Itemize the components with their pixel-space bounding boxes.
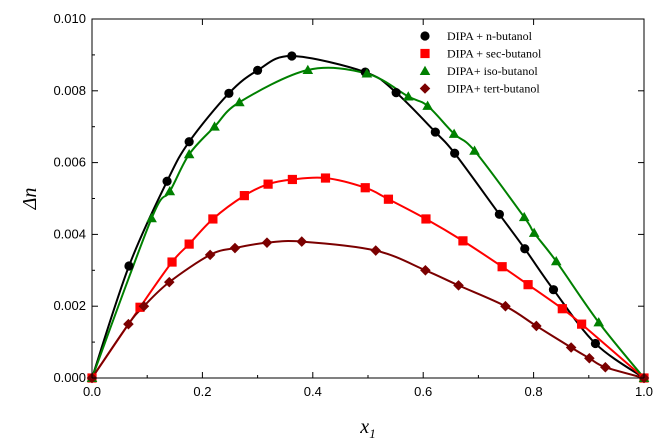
data-point-diamond — [296, 236, 308, 247]
data-point-diamond — [123, 318, 134, 330]
data-point-square — [167, 257, 177, 267]
data-point-triangle — [518, 211, 530, 222]
data-point-triangle — [593, 317, 605, 327]
data-point-circle — [124, 261, 134, 271]
x-axis-title: x1 — [359, 416, 375, 441]
data-point-square — [557, 304, 567, 314]
data-point-triangle — [448, 128, 460, 138]
y-tick-label: 0.002 — [53, 298, 86, 313]
legend-marker-circle — [420, 31, 430, 41]
y-axis-title: Δn — [19, 188, 41, 211]
data-point-square — [263, 179, 273, 189]
data-point-triangle — [361, 68, 373, 78]
legend-label: DIPA + sec-butanol — [447, 47, 542, 61]
legend-label: DIPA+ tert-butanol — [447, 82, 540, 96]
data-point-diamond — [138, 300, 150, 312]
data-point-square — [383, 194, 394, 204]
data-point-circle — [520, 244, 530, 254]
series-diamond-markers — [86, 236, 650, 384]
data-point-diamond — [584, 352, 595, 364]
data-point-circle — [494, 209, 504, 219]
series-circle-markers — [87, 51, 649, 383]
y-tick-label: 0.004 — [53, 226, 86, 241]
legend-marker-diamond — [419, 83, 431, 94]
legend-marker-square — [420, 48, 430, 59]
data-point-triangle — [183, 149, 195, 159]
legend-item: DIPA+ iso-butanol — [419, 64, 538, 78]
legend-label: DIPA+ iso-butanol — [447, 64, 538, 78]
data-point-circle — [430, 127, 440, 137]
data-point-circle — [253, 65, 263, 75]
y-tick-label: 0.006 — [53, 155, 86, 170]
data-point-square — [458, 236, 468, 246]
data-point-diamond — [204, 249, 216, 261]
data-point-square — [360, 183, 370, 193]
data-point-square — [497, 262, 507, 272]
plot-frame — [91, 18, 645, 379]
data-point-triangle — [403, 91, 414, 101]
legend-item: DIPA + sec-butanol — [420, 47, 542, 61]
data-point-diamond — [531, 320, 542, 332]
data-point-diamond — [500, 300, 511, 312]
data-point-square — [577, 319, 587, 329]
data-point-triangle — [469, 145, 480, 155]
data-point-circle — [162, 176, 172, 186]
plot-area — [91, 18, 645, 379]
data-point-diamond — [453, 280, 464, 291]
x-tick-label: 1.0 — [635, 384, 653, 399]
legend-item: DIPA + n-butanol — [420, 29, 533, 43]
x-tick-label: 0.2 — [193, 384, 211, 399]
data-point-circle — [548, 285, 559, 295]
data-point-diamond — [163, 276, 175, 288]
legend: DIPA + n-butanol DIPA + sec-butanol DIPA+ … — [419, 29, 542, 96]
data-point-triangle — [146, 212, 157, 223]
data-point-diamond — [420, 265, 431, 276]
data-point-triangle — [528, 227, 540, 237]
y-tick-label: 0.000 — [53, 370, 86, 385]
data-point-triangle — [164, 186, 176, 196]
data-point-diamond — [261, 237, 273, 248]
legend-label: DIPA + n-butanol — [447, 29, 533, 43]
data-point-diamond — [600, 361, 611, 373]
data-point-triangle — [302, 64, 314, 74]
x-tick-label: 0.0 — [83, 384, 101, 399]
data-point-square — [239, 191, 249, 201]
data-point-square — [320, 173, 331, 183]
x-tick-label: 0.6 — [414, 384, 432, 399]
y-tick-label: 0.008 — [53, 83, 86, 98]
data-point-triangle — [422, 100, 433, 110]
data-point-circle — [391, 87, 401, 98]
data-point-circle — [590, 338, 601, 349]
data-point-circle — [287, 51, 297, 61]
legend-item: DIPA+ tert-butanol — [419, 82, 540, 96]
legend-marker-triangle — [419, 65, 431, 75]
data-point-circle — [224, 88, 234, 98]
data-point-square — [208, 214, 218, 224]
data-point-square — [523, 280, 533, 290]
x-tick-label: 0.4 — [304, 384, 322, 399]
data-point-diamond — [229, 242, 241, 254]
y-tick-label: 0.010 — [53, 11, 86, 26]
data-point-square — [184, 239, 194, 249]
data-point-circle — [184, 137, 194, 147]
data-point-triangle — [234, 96, 245, 107]
x-tick-label: 0.8 — [525, 384, 543, 399]
data-point-diamond — [565, 342, 577, 353]
data-point-triangle — [209, 121, 220, 131]
data-point-square — [287, 174, 297, 185]
data-point-circle — [450, 148, 460, 158]
data-point-triangle — [550, 256, 562, 266]
data-point-diamond — [370, 245, 382, 256]
data-point-square — [421, 214, 431, 224]
axes: 0.0 0.2 0.4 0.6 0.8 1.0 0.000 0.002 0.004 0.006 0.… — [53, 11, 653, 399]
